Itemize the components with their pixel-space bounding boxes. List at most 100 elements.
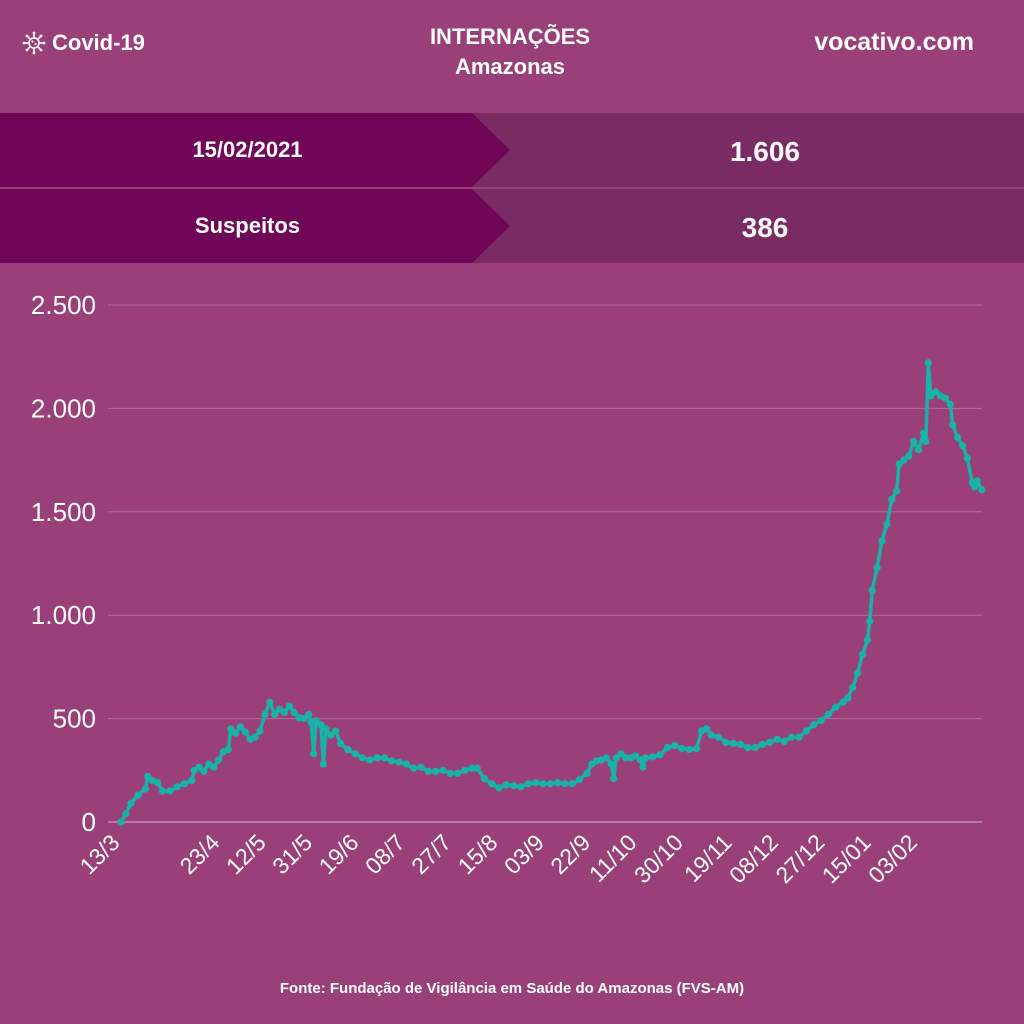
data-point [358,754,367,762]
data-point [232,729,240,737]
data-point [707,731,715,739]
date-label-box [0,113,510,187]
data-point [868,586,876,594]
y-tick-label: 2.500 [31,290,96,320]
series-line [119,361,984,824]
data-point [949,421,957,429]
data-point [736,740,745,748]
data-point [663,744,672,752]
suspects-stat-row: Suspeitos 386 [0,189,1024,263]
data-point [641,754,650,762]
data-point [888,495,896,503]
data-point [927,392,935,400]
data-point [561,780,569,788]
data-point [773,735,781,743]
data-point [832,703,840,711]
data-point [127,799,135,808]
data-point [532,779,540,787]
x-tick-label: 08/12 [724,829,783,888]
brand-label: Covid-19 [52,30,145,55]
data-point [858,650,867,659]
source-note: Fonte: Fundação de Vigilância em Saúde d… [279,980,745,997]
data-point [480,775,488,783]
data-point [473,764,481,772]
data-point [539,780,547,788]
data-point [319,760,327,768]
data-point [180,780,188,788]
data-point [693,745,701,753]
data-point [488,780,496,788]
data-point [117,818,125,826]
data-point [671,741,679,750]
data-point [327,731,335,739]
data-point [261,710,269,719]
data-point [915,446,923,454]
data-point [336,739,345,747]
data-point [524,780,532,788]
data-point [978,486,986,494]
data-point [495,784,503,792]
y-tick-label: 1.500 [31,497,96,527]
data-point [546,780,554,788]
data-point [649,753,657,761]
data-point [795,733,803,741]
data-point [639,763,647,771]
date-stat-row: 15/02/2021 1.606 [0,113,1024,187]
data-point [910,437,918,446]
y-tick-label: 2.000 [31,393,96,423]
data-point [224,746,232,754]
data-point [366,756,374,764]
data-point [924,359,932,367]
data-point [824,710,832,719]
date-value: 1.606 [729,136,801,167]
data-point [632,752,640,760]
data-point [905,452,913,460]
x-tick-label: 12/5 [221,829,271,879]
data-point [568,780,576,788]
data-point [251,733,259,741]
data-point [266,698,274,706]
data-point [919,429,928,437]
x-tick-label: 23/4 [174,829,224,879]
x-tick-label: 08/7 [360,829,410,879]
x-tick-label: 15/8 [453,829,503,879]
data-point [395,758,403,766]
y-tick-label: 500 [53,704,96,734]
data-point [610,775,618,783]
date-label: 15/02/2021 [192,137,303,162]
data-point [461,766,469,774]
data-point [227,725,235,733]
data-point [729,739,737,747]
data-point [583,769,591,777]
data-point [312,717,320,725]
x-tick-label: 11/10 [584,829,642,887]
data-point [402,760,410,768]
data-point [173,783,181,791]
data-point [958,442,967,450]
site-name: vocativo.com [814,28,974,56]
data-point [817,717,825,725]
page-subtitle: Amazonas [454,54,566,79]
data-point [439,766,447,774]
data-point [351,750,359,758]
data-point [166,787,174,795]
data-point [554,779,562,787]
virus-icon [22,31,46,55]
suspects-label: Suspeitos [194,213,301,238]
data-point [285,702,293,710]
data-point [344,746,352,754]
data-point [134,791,142,799]
data-point [946,400,954,408]
data-point [751,744,759,752]
data-point [883,520,891,528]
data-point [893,487,901,495]
data-point [617,750,625,758]
data-point [656,751,664,759]
data-point [256,727,264,735]
data-point [722,738,730,746]
x-tick-label: 19/11 [679,829,737,887]
data-point [607,760,615,768]
brand: Covid-19 [22,30,145,56]
data-point [758,740,767,748]
data-point [702,725,711,733]
